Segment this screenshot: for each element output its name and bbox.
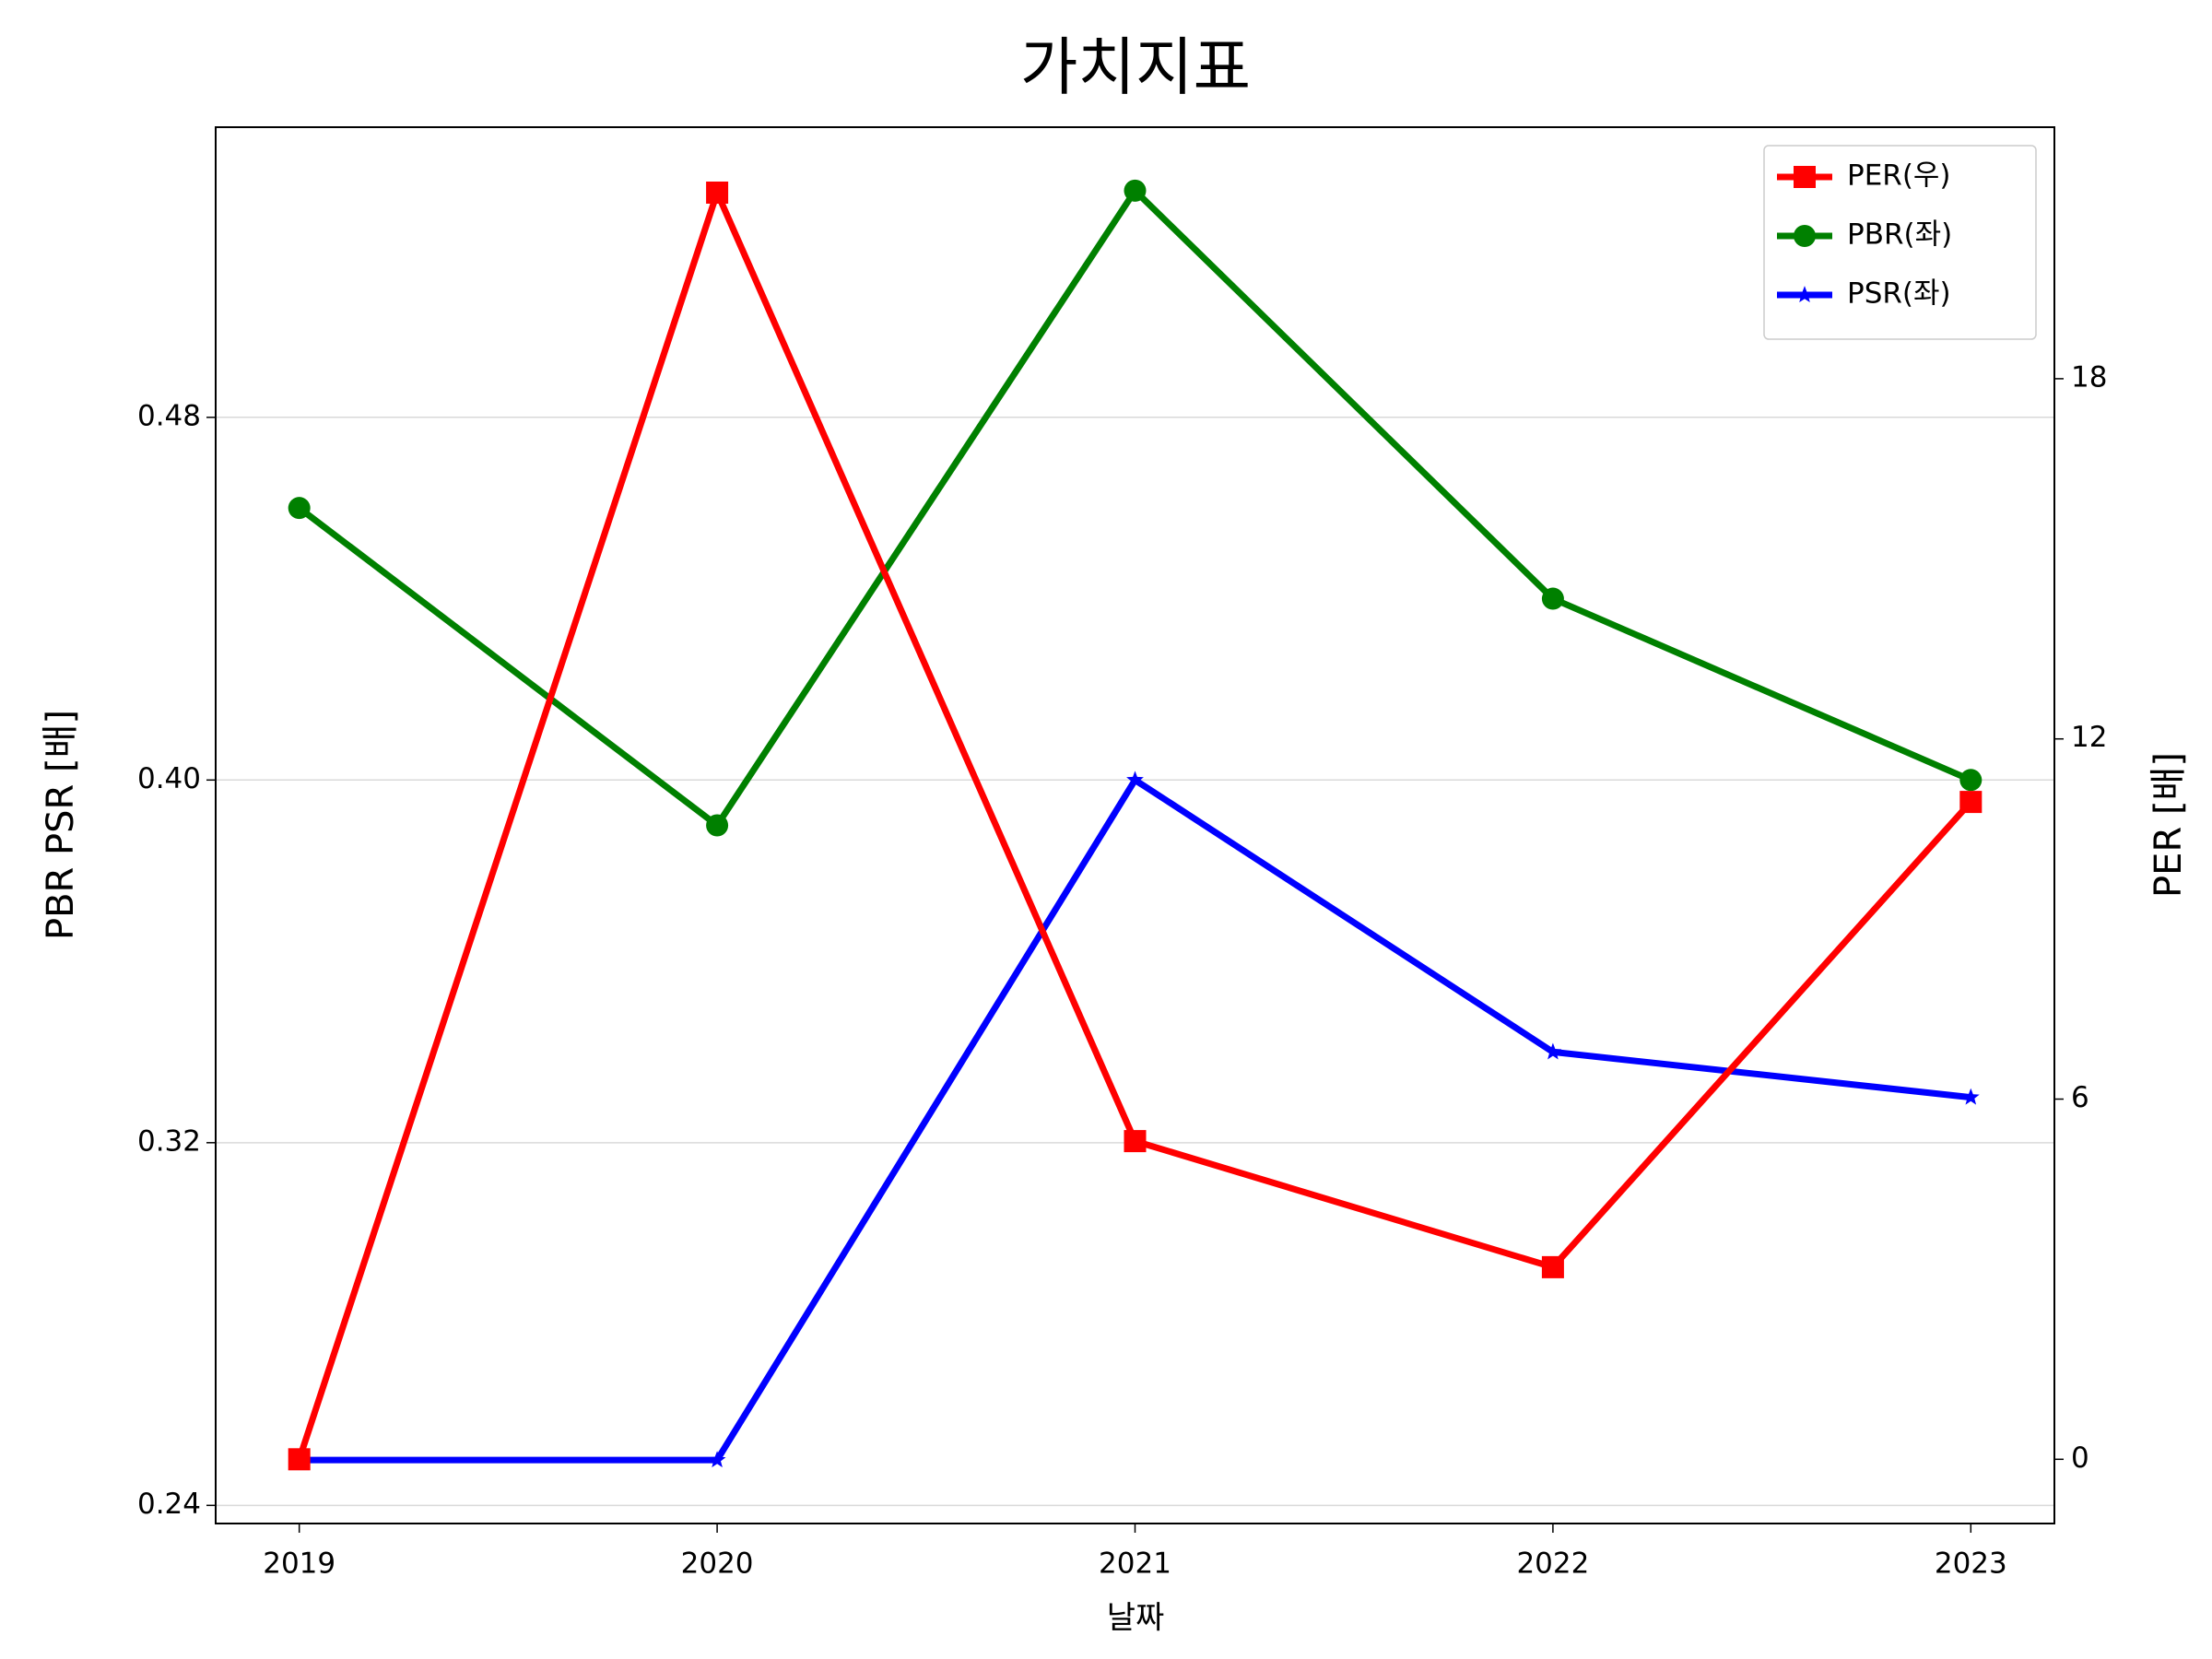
x-tick-label: 2021 — [1099, 1547, 1171, 1581]
y-tick-label: 0.24 — [137, 1488, 201, 1521]
y-axis-label: PBR PSR [배] — [40, 710, 82, 940]
marker — [1959, 769, 1983, 792]
marker — [1124, 179, 1147, 202]
marker — [1794, 225, 1816, 247]
marker — [288, 497, 311, 520]
x-tick-label: 2023 — [1935, 1547, 2007, 1581]
marker — [1124, 1130, 1147, 1153]
marker — [1541, 1255, 1564, 1278]
legend-label: PSR(좌) — [1847, 277, 1951, 311]
x-axis-label: 날짜 — [1107, 1600, 1165, 1637]
marker — [1794, 166, 1816, 188]
y-tick-label: 0.40 — [137, 762, 201, 795]
y2-tick-label: 12 — [2071, 721, 2107, 754]
marker — [706, 181, 729, 204]
y-tick-label: 0.32 — [137, 1124, 201, 1158]
y2-tick-label: 18 — [2071, 360, 2107, 394]
marker — [1959, 791, 1983, 814]
x-tick-label: 2022 — [1516, 1547, 1589, 1581]
x-tick-label: 2019 — [263, 1547, 335, 1581]
marker — [1541, 587, 1564, 610]
legend-label: PBR(좌) — [1847, 218, 1952, 252]
y-tick-label: 0.48 — [137, 399, 201, 432]
marker — [1126, 771, 1144, 788]
marker — [708, 1451, 726, 1468]
chart-title: 가치지표 — [1020, 32, 1251, 105]
y2-tick-label: 0 — [2071, 1441, 2089, 1475]
marker — [1795, 286, 1814, 302]
legend-box — [1763, 145, 2037, 340]
plot-frame — [215, 126, 2055, 1524]
marker — [706, 814, 729, 837]
x-tick-label: 2020 — [681, 1547, 754, 1581]
y2-axis-label: PER [배] — [2147, 752, 2190, 898]
legend: PER(우) PBR(좌) PSR(좌) — [1763, 145, 2037, 340]
marker — [1961, 1088, 1980, 1105]
legend-label: PER(우) — [1847, 159, 1951, 193]
y2-tick-label: 6 — [2071, 1081, 2089, 1114]
marker — [1544, 1042, 1562, 1060]
marker — [288, 1448, 311, 1471]
